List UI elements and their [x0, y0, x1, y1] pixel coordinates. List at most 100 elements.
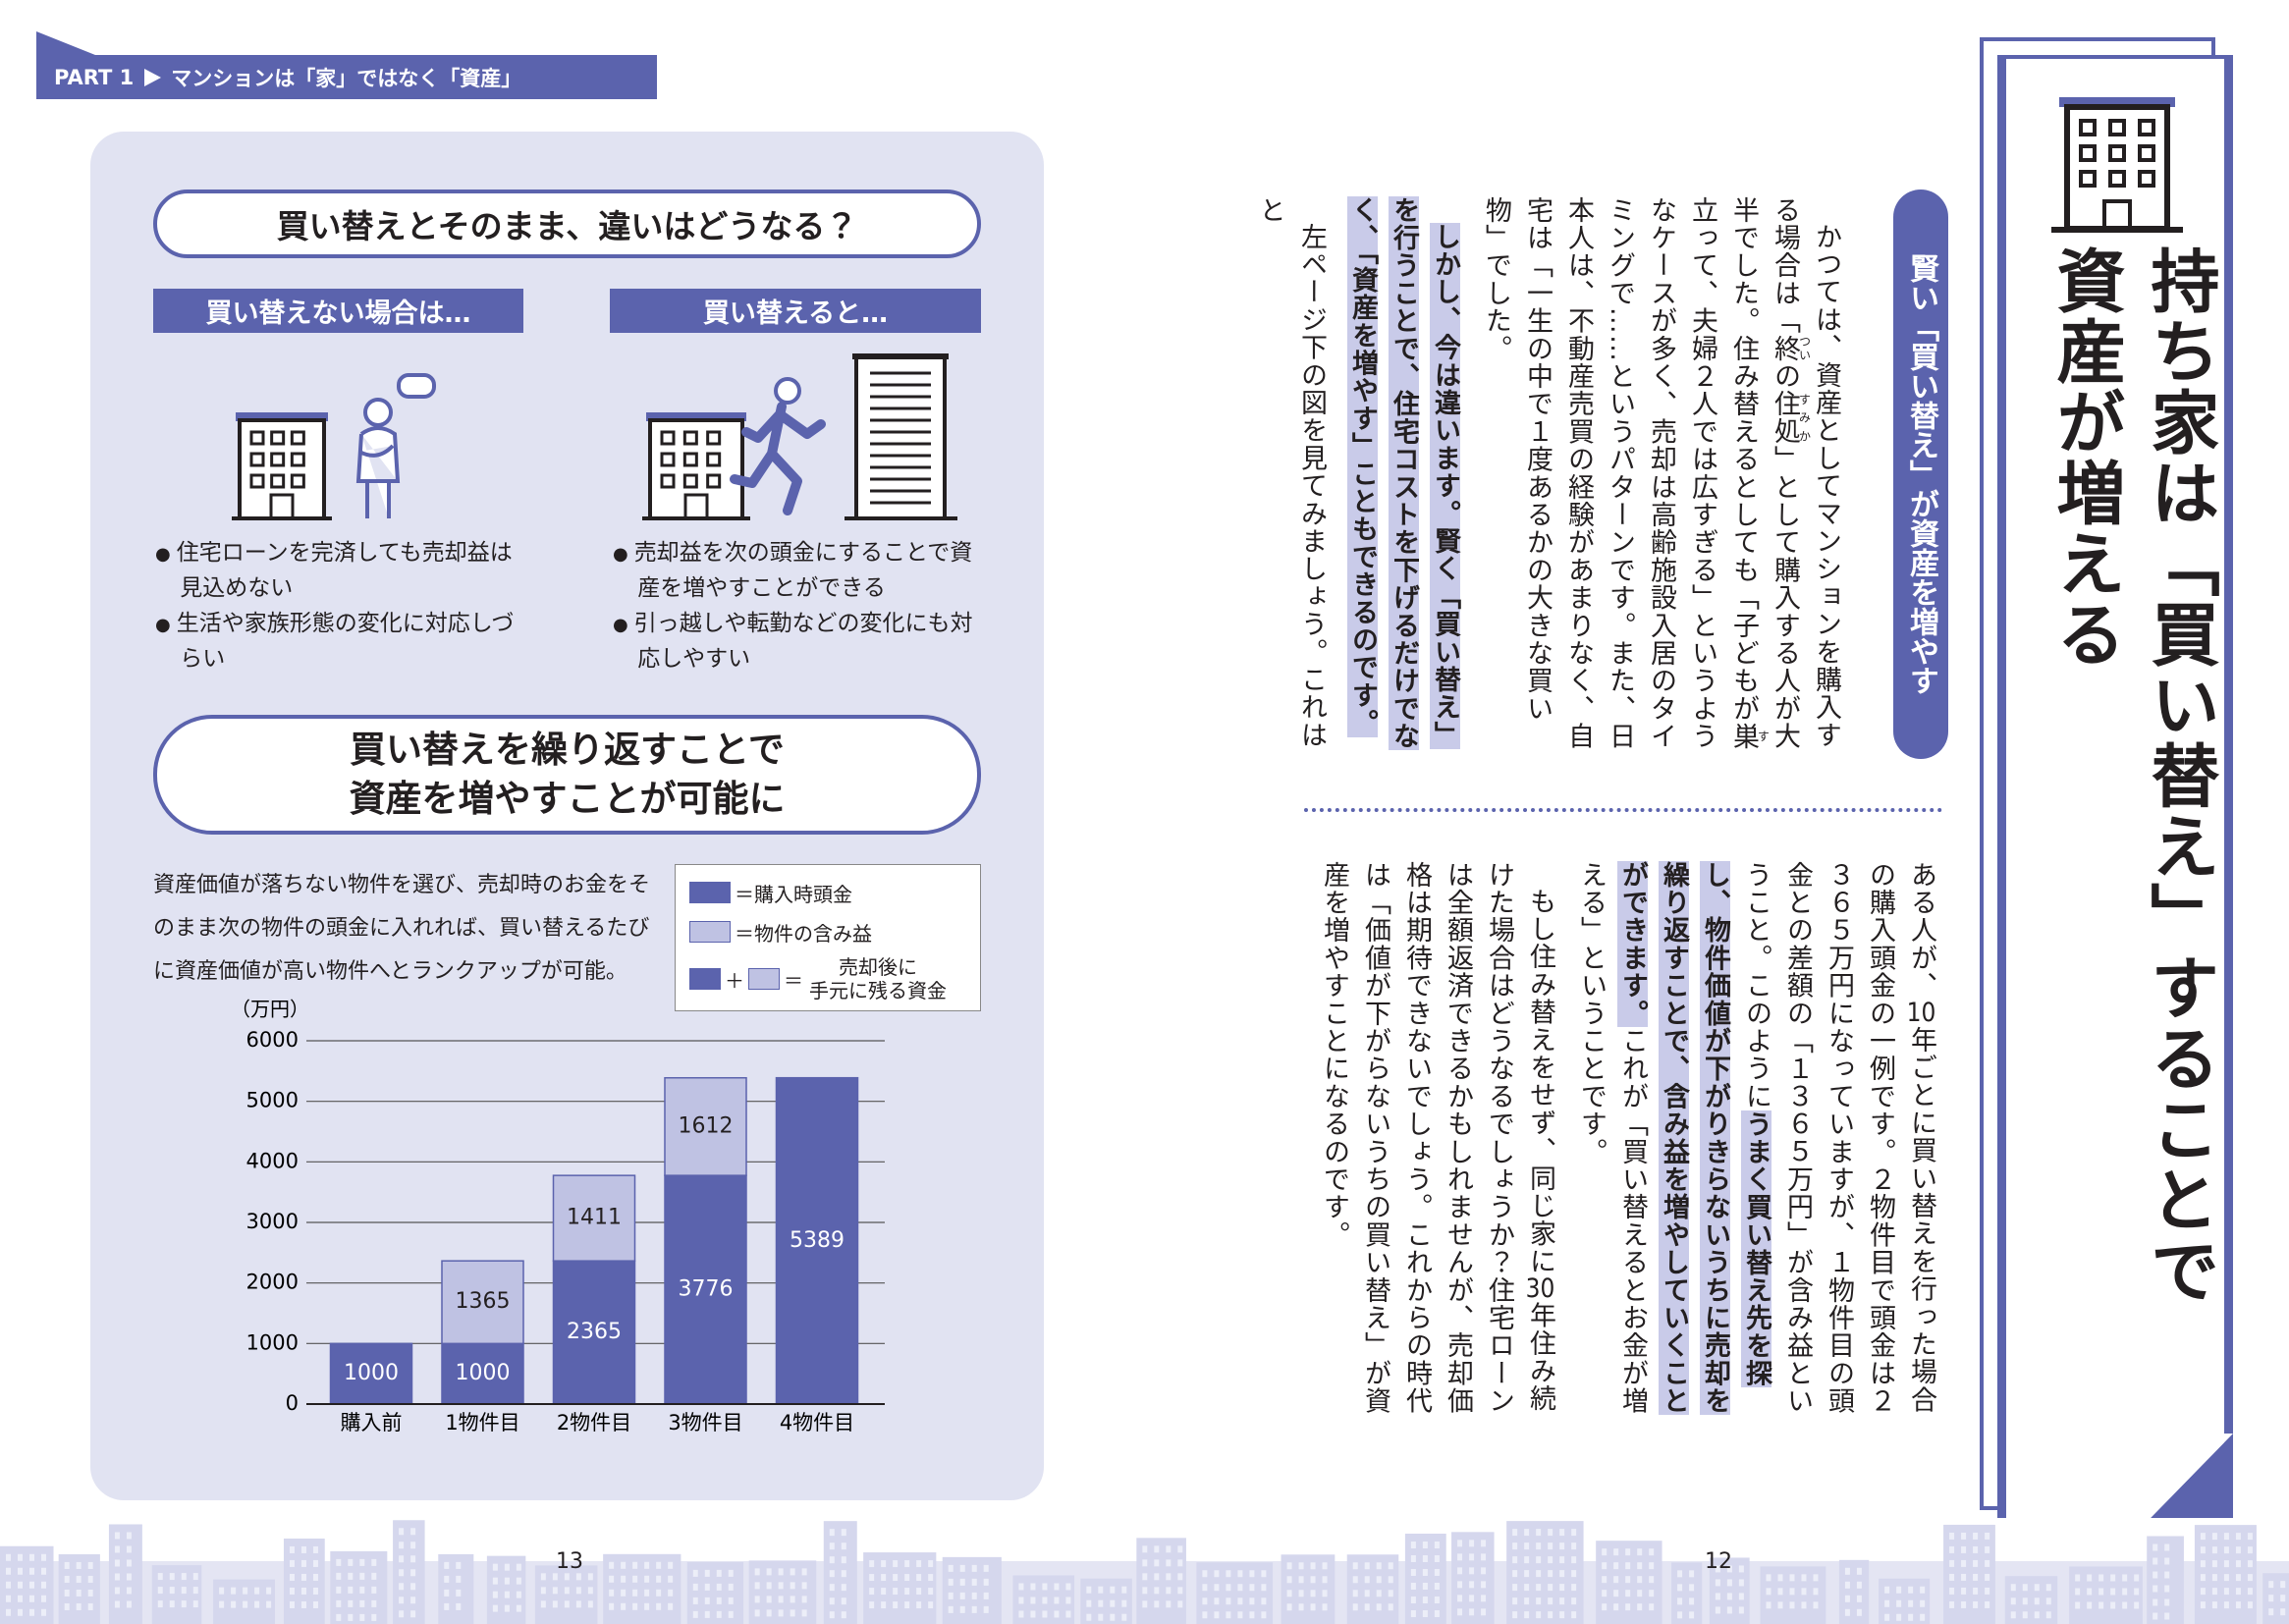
skyline-window: [289, 1600, 295, 1608]
skyline-window: [2268, 1608, 2274, 1616]
skyline-window: [916, 1574, 922, 1582]
skyline-window: [829, 1570, 835, 1578]
skyline-window: [1738, 1565, 1744, 1573]
skyline-window: [1364, 1603, 1370, 1611]
skyline-window: [2087, 1574, 2093, 1582]
skyline-window: [1536, 1584, 1542, 1592]
skyline-window: [41, 1567, 46, 1575]
skyline-window: [1949, 1545, 1955, 1553]
skyline-window: [1524, 1597, 1530, 1605]
skyline-window: [1202, 1570, 1208, 1578]
skyline-window: [157, 1573, 163, 1581]
skyline-window: [540, 1573, 546, 1581]
skyline-window: [1086, 1599, 1092, 1607]
skyline-window: [2211, 1574, 2217, 1582]
skyline-window: [1154, 1600, 1160, 1608]
skyline-window: [1226, 1584, 1231, 1592]
legend-plus: ＋: [725, 968, 744, 993]
y-tick-label: 4000: [246, 1149, 299, 1172]
skyline-window: [1364, 1590, 1370, 1597]
skyline-window: [6, 1553, 11, 1561]
skyline-window: [1961, 1532, 1967, 1540]
person-head: [363, 398, 393, 427]
skyline-window: [29, 1553, 34, 1561]
skyline-window: [1689, 1570, 1695, 1578]
skyline-window: [1422, 1541, 1428, 1548]
skyline-window: [2122, 1574, 2128, 1582]
box-title-line: 買い替えを繰り返すことで: [350, 729, 785, 771]
skyline-window: [1536, 1611, 1542, 1619]
skyline-window: [1177, 1559, 1183, 1567]
skyline-window: [1481, 1540, 1487, 1547]
skyline-window: [492, 1563, 498, 1571]
label-buy: 買い替えると…: [610, 289, 981, 333]
y-tick-label: 0: [286, 1391, 299, 1415]
window: [270, 452, 286, 467]
skyline: [0, 1520, 2289, 1624]
bar-segment: [664, 1076, 747, 1176]
skyline-window: [1920, 1613, 1926, 1621]
ruby-word: 住処すみか: [1770, 390, 1812, 445]
skyline-window: [1166, 1600, 1172, 1608]
skyline-window: [1602, 1576, 1608, 1584]
skyline-window: [983, 1564, 989, 1572]
skyline-window: [64, 1602, 70, 1610]
value-label: 1365: [456, 1289, 511, 1314]
bullet: 住宅ローンを完済しても売却益は見込めない: [155, 536, 520, 605]
skyline-window: [289, 1545, 295, 1553]
skyline-window: [668, 1561, 674, 1569]
skyline-window: [1054, 1597, 1060, 1604]
skyline-window: [869, 1588, 875, 1596]
skyline-window: [621, 1561, 627, 1569]
skyline-window: [1376, 1590, 1382, 1597]
skyline-window: [1801, 1588, 1807, 1596]
skyline-window: [609, 1589, 615, 1597]
skyline-window: [1512, 1556, 1518, 1564]
bar-segment: [775, 1076, 859, 1405]
skyline-window: [1214, 1584, 1220, 1592]
skyline-window: [336, 1572, 342, 1580]
skyline-window: [1030, 1583, 1036, 1591]
skyline-window: [2153, 1612, 2158, 1620]
ruby-text: すみか: [1797, 390, 1812, 446]
skyline-window: [1985, 1600, 1990, 1608]
skyline-window: [1649, 1590, 1655, 1597]
skyline-window: [1512, 1611, 1518, 1619]
skyline-window: [1286, 1576, 1292, 1584]
skyline-window: [2153, 1557, 2158, 1565]
skyline-window: [1949, 1587, 1955, 1595]
skyline-window: [728, 1569, 734, 1577]
skyline-window: [1715, 1579, 1720, 1587]
skyline-window: [359, 1599, 365, 1607]
skyline-window: [540, 1587, 546, 1595]
skyline-window: [1856, 1581, 1862, 1589]
box-title: 買い替えを繰り返すことで 資産を増やすことが可能に: [153, 715, 981, 835]
skyline-window: [904, 1588, 910, 1596]
skyline-window: [1559, 1543, 1565, 1550]
skyline-window: [300, 1545, 306, 1553]
legend-item: ＝購入時頭金: [689, 873, 966, 912]
skyline-window: [1536, 1570, 1542, 1578]
skyline-window: [1261, 1611, 1267, 1619]
skyline-window: [1261, 1584, 1267, 1592]
skyline-window: [841, 1529, 846, 1537]
skyline-window: [552, 1587, 558, 1595]
skyline-window: [289, 1559, 295, 1567]
skyline-window: [2164, 1571, 2170, 1579]
skyline-window: [881, 1588, 887, 1596]
skyline-window: [1388, 1590, 1393, 1597]
skyline-window: [1602, 1548, 1608, 1556]
skyline-window: [1884, 1613, 1890, 1621]
skyline-window: [1961, 1559, 1967, 1567]
skyline-window: [644, 1561, 650, 1569]
skyline-window: [971, 1592, 977, 1599]
skyline-window: [1042, 1597, 1048, 1604]
skyline-window: [219, 1587, 225, 1595]
skyline-window: [181, 1600, 187, 1608]
skyline-window: [1142, 1600, 1148, 1608]
skyline-window: [410, 1569, 416, 1577]
ruby-word: 終つい: [1770, 335, 1812, 362]
skyline-window: [1202, 1584, 1208, 1592]
skyline-window: [587, 1600, 593, 1608]
legend-swatch: [689, 968, 721, 990]
